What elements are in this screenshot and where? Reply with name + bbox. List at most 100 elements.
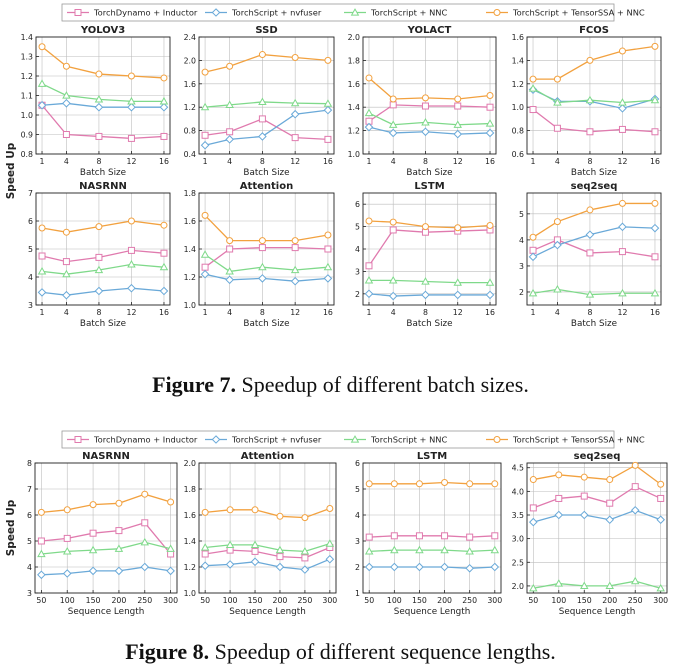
fig7-attention-xtick-label-0: 1 <box>203 308 208 317</box>
fig7-seq2seq-point-torchdynamo-inductor <box>618 248 626 256</box>
fig7-seq2seq-point-torchscript-nnc <box>650 288 660 297</box>
fig8-attention-point-torchscript-tensorssa-nnc <box>276 512 284 520</box>
fig8-nasrnn-ytick-label-2: 5 <box>27 537 32 546</box>
fig7-yolov3-point-torchscript-nnc <box>94 94 104 103</box>
fig7-fcos-ytick-label-2: 1.0 <box>512 103 524 112</box>
figure8-ylabel: Speed Up <box>5 499 17 556</box>
fig7-attention-series-torchscript-nnc <box>204 254 328 273</box>
fig8-lstm-series-torchdynamo-inductor <box>369 535 495 538</box>
figure7-legend: TorchDynamo + Inductor TorchScript + nvfu… <box>61 3 645 22</box>
fig7-nasrnn-point-torchdynamo-inductor <box>160 249 168 257</box>
fig7-seq2seq-point-torchdynamo-inductor <box>529 246 537 254</box>
fig8-attention-ytick-label-5: 2.0 <box>184 459 196 468</box>
fig8-seq2seq-point-torchscript-nnc <box>605 581 614 590</box>
fig7-yolov3-point-torchscript-tensorssa-nnc <box>38 43 46 51</box>
figure8-legend-label-torchdynamo-inductor: TorchDynamo + Inductor <box>93 435 198 445</box>
fig8-seq2seq-series-torchscript-tensorssa-nnc <box>533 464 662 485</box>
fig7-seq2seq-ytick-label-3: 5 <box>519 210 524 219</box>
fig8-attention-ytick-label-2: 1.4 <box>184 537 196 546</box>
fig7-seq2seq-panel: seq2seq 2 3 4 5 1 4 8 12 16 Batch Size <box>519 181 662 329</box>
fig7-yolact-ytick-label-1: 1.2 <box>348 127 360 136</box>
fig7-attention-point-torchscript-nnc <box>323 262 333 271</box>
fig7-attention-point-torchscript-nnc <box>225 266 234 275</box>
fig7-lstm-point-torchscript-tensorssa-nnc <box>389 218 397 226</box>
fig7-yolact-point-torchscript-nnc <box>421 117 430 126</box>
fig8-attention-point-torchscript-nnc <box>200 543 210 551</box>
fig7-yolov3-xtick-label-4: 16 <box>159 157 169 166</box>
fig7-lstm-ytick-label-1: 3 <box>355 267 360 276</box>
fig8-seq2seq-point-torchscript-nvfuser <box>656 515 666 525</box>
fig7-fcos-series-torchscript-tensorssa-nnc <box>533 45 656 80</box>
fig7-seq2seq-point-torchscript-nvfuser <box>650 223 660 233</box>
fig7-nasrnn-point-torchscript-tensorssa-nnc <box>38 224 46 232</box>
fig7-nasrnn-ytick-label-2: 5 <box>28 245 33 254</box>
fig7-ssd-point-torchscript-nvfuser <box>225 135 234 144</box>
fig7-fcos-ytick-label-3: 1.2 <box>512 80 524 89</box>
fig7-seq2seq-xtick-label-1: 4 <box>555 308 560 317</box>
fig8-lstm-point-torchscript-nnc <box>490 545 500 554</box>
fig7-ssd-point-torchscript-nnc <box>200 102 210 111</box>
fig8-lstm-series-torchscript-tensorssa-nnc <box>369 481 495 485</box>
fig7-ssd-point-torchscript-nnc <box>258 97 267 106</box>
fig7-seq2seq-series-torchscript-tensorssa-nnc <box>532 202 655 238</box>
fig7-fcos-series-torchdynamo-inductor <box>532 109 656 133</box>
fig8-nasrnn-xtick-label-2: 150 <box>86 596 101 605</box>
fig7-seq2seq-ytick-label-0: 2 <box>519 288 524 297</box>
fig7-lstm-point-torchscript-nvfuser <box>364 289 374 299</box>
fig8-lstm-point-torchscript-nvfuser <box>364 562 374 572</box>
fig7-nasrnn-xlabel: Batch Size <box>80 319 126 329</box>
fig7-seq2seq-xtick-label-3: 12 <box>617 308 627 317</box>
fig7-ssd-point-torchdynamo-inductor <box>258 115 266 123</box>
fig7-attention-point-torchdynamo-inductor <box>226 245 234 253</box>
fig8-attention-series-torchscript-tensorssa-nnc <box>205 507 331 519</box>
figure7-legend-marker-torchscript-tensorssa-nnc <box>493 9 501 16</box>
fig7-ssd-title: SSD <box>255 25 277 36</box>
fig8-attention-title: Attention <box>241 451 294 462</box>
fig8-seq2seq-xtick-label-1: 100 <box>551 596 566 605</box>
fig7-nasrnn-point-torchscript-nvfuser <box>62 290 71 300</box>
fig7-yolov3-point-torchscript-tensorssa-nnc <box>95 70 103 78</box>
fig8-nasrnn-xlabel: Sequence Length <box>68 607 145 617</box>
fig7-lstm-series-torchdynamo-inductor <box>368 229 491 267</box>
fig7-fcos-point-torchscript-tensorssa-nnc <box>651 42 659 50</box>
fig8-seq2seq-point-torchdynamo-inductor <box>606 499 614 507</box>
fig8-lstm-ytick-label-4: 5 <box>355 485 360 494</box>
fig8-seq2seq-point-torchscript-nnc <box>630 576 640 585</box>
fig7-ssd-series-torchscript-nvfuser <box>204 109 329 146</box>
fig7-yolact-frame <box>362 36 497 155</box>
fig8-nasrnn-point-torchscript-nnc <box>114 544 124 552</box>
fig7-yolact-point-torchscript-tensorssa-nnc <box>389 95 397 103</box>
fig8-nasrnn-point-torchscript-tensorssa-nnc <box>89 501 97 509</box>
figure8-caption-text: Speedup of different sequence lengths. <box>214 639 556 664</box>
fig8-nasrnn-point-torchscript-nnc <box>88 545 98 554</box>
fig7-ssd-point-torchscript-nvfuser <box>258 132 267 141</box>
fig7-lstm-xtick-label-2: 8 <box>423 308 428 317</box>
fig8-attention-point-torchdynamo-inductor <box>201 550 209 558</box>
figure7-ylabel: Speed Up <box>5 142 17 199</box>
fig7-yolov3-point-torchscript-tensorssa-nnc <box>160 74 168 82</box>
fig7-yolov3-point-torchscript-nnc <box>62 91 71 99</box>
fig7-seq2seq-ytick-label-2: 4 <box>519 236 524 245</box>
fig8-seq2seq-point-torchscript-nnc <box>554 579 564 587</box>
fig8-attention-point-torchscript-nnc <box>250 540 260 548</box>
fig7-fcos-point-torchscript-tensorssa-nnc <box>586 56 594 64</box>
fig7-lstm-point-torchscript-nnc <box>453 278 462 286</box>
fig7-ssd-point-torchdynamo-inductor <box>291 134 299 142</box>
fig7-attention-point-torchdynamo-inductor <box>201 263 209 271</box>
fig8-attention-point-torchdynamo-inductor <box>301 554 309 562</box>
fig8-lstm-point-torchscript-nvfuser <box>415 562 424 572</box>
fig7-yolact-point-torchscript-nvfuser <box>364 122 374 132</box>
fig7-nasrnn-point-torchdynamo-inductor <box>95 253 103 261</box>
fig7-nasrnn-point-torchscript-nnc <box>94 265 104 274</box>
fig7-fcos-point-torchdynamo-inductor <box>529 106 537 114</box>
fig8-nasrnn-series-torchscript-nnc <box>41 541 171 555</box>
fig8-nasrnn-ytick-label-3: 6 <box>27 511 32 520</box>
fig7-yolov3-ytick-label-3: 1.1 <box>21 92 33 101</box>
fig7-yolact-xtick-label-3: 12 <box>453 157 463 166</box>
fig7-yolov3-xtick-label-1: 4 <box>64 157 69 166</box>
fig7-yolov3-xtick-label-2: 8 <box>96 157 101 166</box>
fig7-nasrnn-xtick-label-1: 4 <box>64 308 69 317</box>
figure8-legend-label-torchscript-nnc: TorchScript + NNC <box>370 435 447 445</box>
fig8-attention-point-torchscript-tensorssa-nnc <box>251 506 259 514</box>
fig7-ssd-point-torchscript-tensorssa-nnc <box>324 56 332 64</box>
